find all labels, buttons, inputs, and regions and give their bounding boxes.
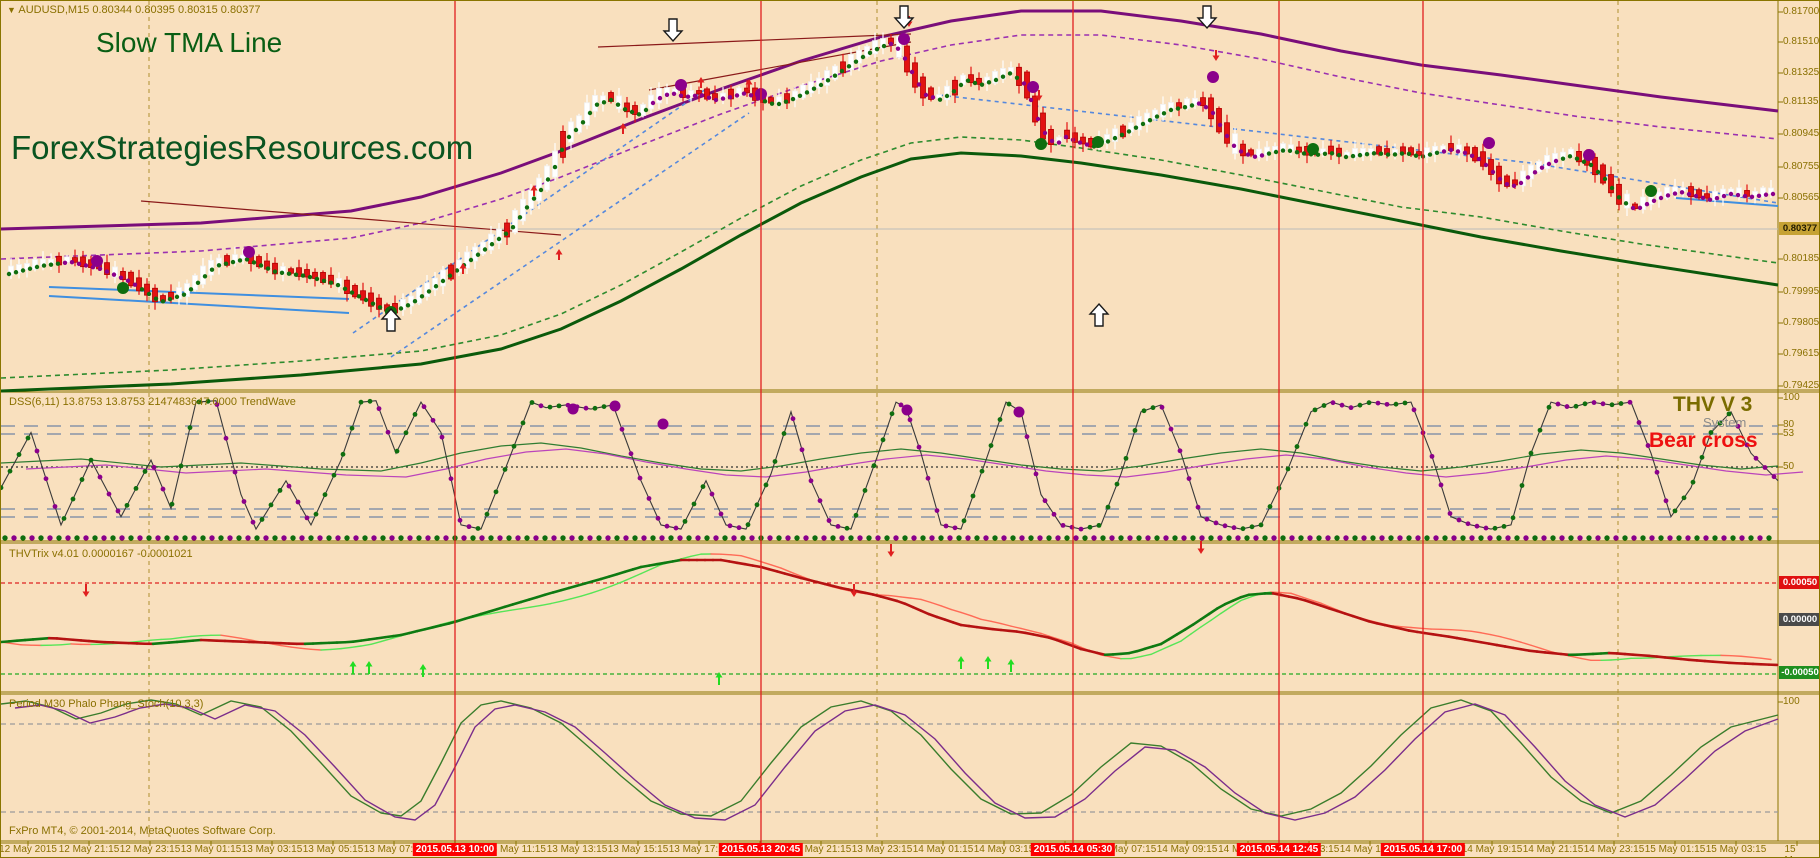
current-price-badge: 0.80377 [1779,222,1819,235]
time-axis-label[interactable]: 13 May 01:15 [180,844,242,855]
time-axis-label[interactable]: 13 May 05:15 [302,844,364,855]
thv-level-badge: 0.00050 [1779,576,1819,589]
thv-level-badge: 0.00000 [1779,613,1819,626]
price-axis-label[interactable]: 0.80755 [1783,161,1820,172]
time-alert-box: 2015.05.14 05:30 [1030,843,1116,856]
price-axis-label[interactable]: 0.79425 [1783,380,1820,391]
time-axis-label[interactable]: 13 May 23:15 [851,844,913,855]
price-axis-label[interactable]: 0.79805 [1783,317,1820,328]
time-axis-label[interactable]: 15 May 03:15 [1705,844,1767,855]
time-axis-label[interactable]: 13 May 11:15 [486,844,546,855]
time-axis-label[interactable]: 15 May 01:15 [1644,844,1706,855]
signal-arrows [380,5,1218,332]
symbol-ohlc-header[interactable]: ▼ AUDUSD,M15 0.80344 0.80395 0.80315 0.8… [7,4,261,16]
tma-bands [1,9,1779,393]
thv-system-subtitle: System [1703,415,1747,430]
time-axis-label[interactable]: 15 May 05:15 [1784,844,1803,857]
platform-copyright: FxPro MT4, © 2001-2014, MetaQuotes Softw… [9,825,276,837]
time-axis-label[interactable]: 13 May 21:15 [790,844,852,855]
thv-level-badge: -0.00050 [1779,666,1819,679]
thv-system-title: THV V 3 [1673,393,1753,416]
time-axis-label[interactable]: 14 May 21:15 [1522,844,1584,855]
indicator-axis-label[interactable]: 100 [1783,392,1800,403]
dss-panel-graphics [1,398,1804,541]
price-axis-label[interactable]: 0.79615 [1783,348,1820,359]
time-axis-label[interactable]: 14 May 23:15 [1583,844,1645,855]
indicator-axis-label[interactable]: 100 [1783,696,1800,707]
bear-cross-signal-text: Bear cross [1649,429,1758,452]
indicator-axis-label[interactable]: 80 [1783,419,1795,430]
indicator-axis-label[interactable]: 53 [1783,428,1795,439]
reversal-circles [91,33,1657,318]
fractal-arrows [459,16,1220,274]
time-axis-label[interactable]: 14 May 07:15 [1095,844,1157,855]
time-axis-label[interactable]: 12 May 2015 [0,844,57,855]
price-axis-label[interactable]: 0.81135 [1783,96,1819,107]
price-axis-label[interactable]: 0.80945 [1783,128,1820,139]
dss-indicator-label: DSS(6,11) 13.8753 13.8753 2147483647.000… [9,396,296,408]
alert-vlines [454,1,1424,843]
time-axis-label[interactable]: 13 May 13:15 [546,844,608,855]
price-axis-label[interactable]: 0.79995 [1783,286,1820,297]
chart-title-text: Slow TMA Line [96,27,283,58]
symbol-ohlc-text: AUDUSD,M15 0.80344 0.80395 0.80315 0.803… [18,4,261,16]
stoch-indicator-label: Period M30 Phalo Phang_Stoch(10,3,3) [9,698,204,710]
price-axis-label[interactable]: 0.81510 [1783,36,1820,47]
axis-ticks [27,11,1798,846]
watermark-text: ForexStrategiesResources.com [11,129,474,166]
time-axis-label[interactable]: 13 May 15:15 [607,844,669,855]
time-alert-box: 2015.05.13 20:45 [718,843,804,856]
indicator-axis-label[interactable]: 50 [1783,461,1795,472]
price-axis-label[interactable]: 0.80185 [1783,253,1820,264]
time-axis-label[interactable]: 13 May 07:15 [363,844,425,855]
time-axis-label[interactable]: 12 May 21:15 [58,844,120,855]
symbol-dropdown-icon[interactable]: ▼ [7,5,16,15]
time-axis-label[interactable]: 14 May 15:15 [1339,844,1401,855]
tma-dot-line [6,41,1776,314]
day-separator-lines [148,1,1619,841]
time-axis-label[interactable]: 13 May 03:15 [241,844,303,855]
time-axis-label[interactable]: 13 May 17:15 [668,844,730,855]
time-alert-box: 2015.05.14 12:45 [1236,843,1322,856]
thvtrix-indicator-label: THVTrix v4.01 0.0000167 -0.0001021 [9,548,193,560]
time-axis-label[interactable]: 12 May 23:15 [119,844,181,855]
time-alert-box: 2015.05.13 10:00 [412,843,498,856]
time-axis-label[interactable]: 14 May 09:15 [1156,844,1218,855]
price-axis-label[interactable]: 0.80565 [1783,192,1820,203]
time-axis-label[interactable]: 14 May 19:15 [1461,844,1523,855]
time-alert-box: 2015.05.14 17:00 [1380,843,1466,856]
price-axis-label[interactable]: 0.81325 [1783,67,1820,78]
time-axis-label[interactable]: 14 May 01:15 [912,844,974,855]
price-axis-label[interactable]: 0.81700 [1783,6,1820,17]
stoch-panel-graphics [1,699,1779,821]
thvtrix-panel-graphics [1,541,1779,685]
time-axis-label[interactable]: 14 May 03:15 [973,844,1035,855]
